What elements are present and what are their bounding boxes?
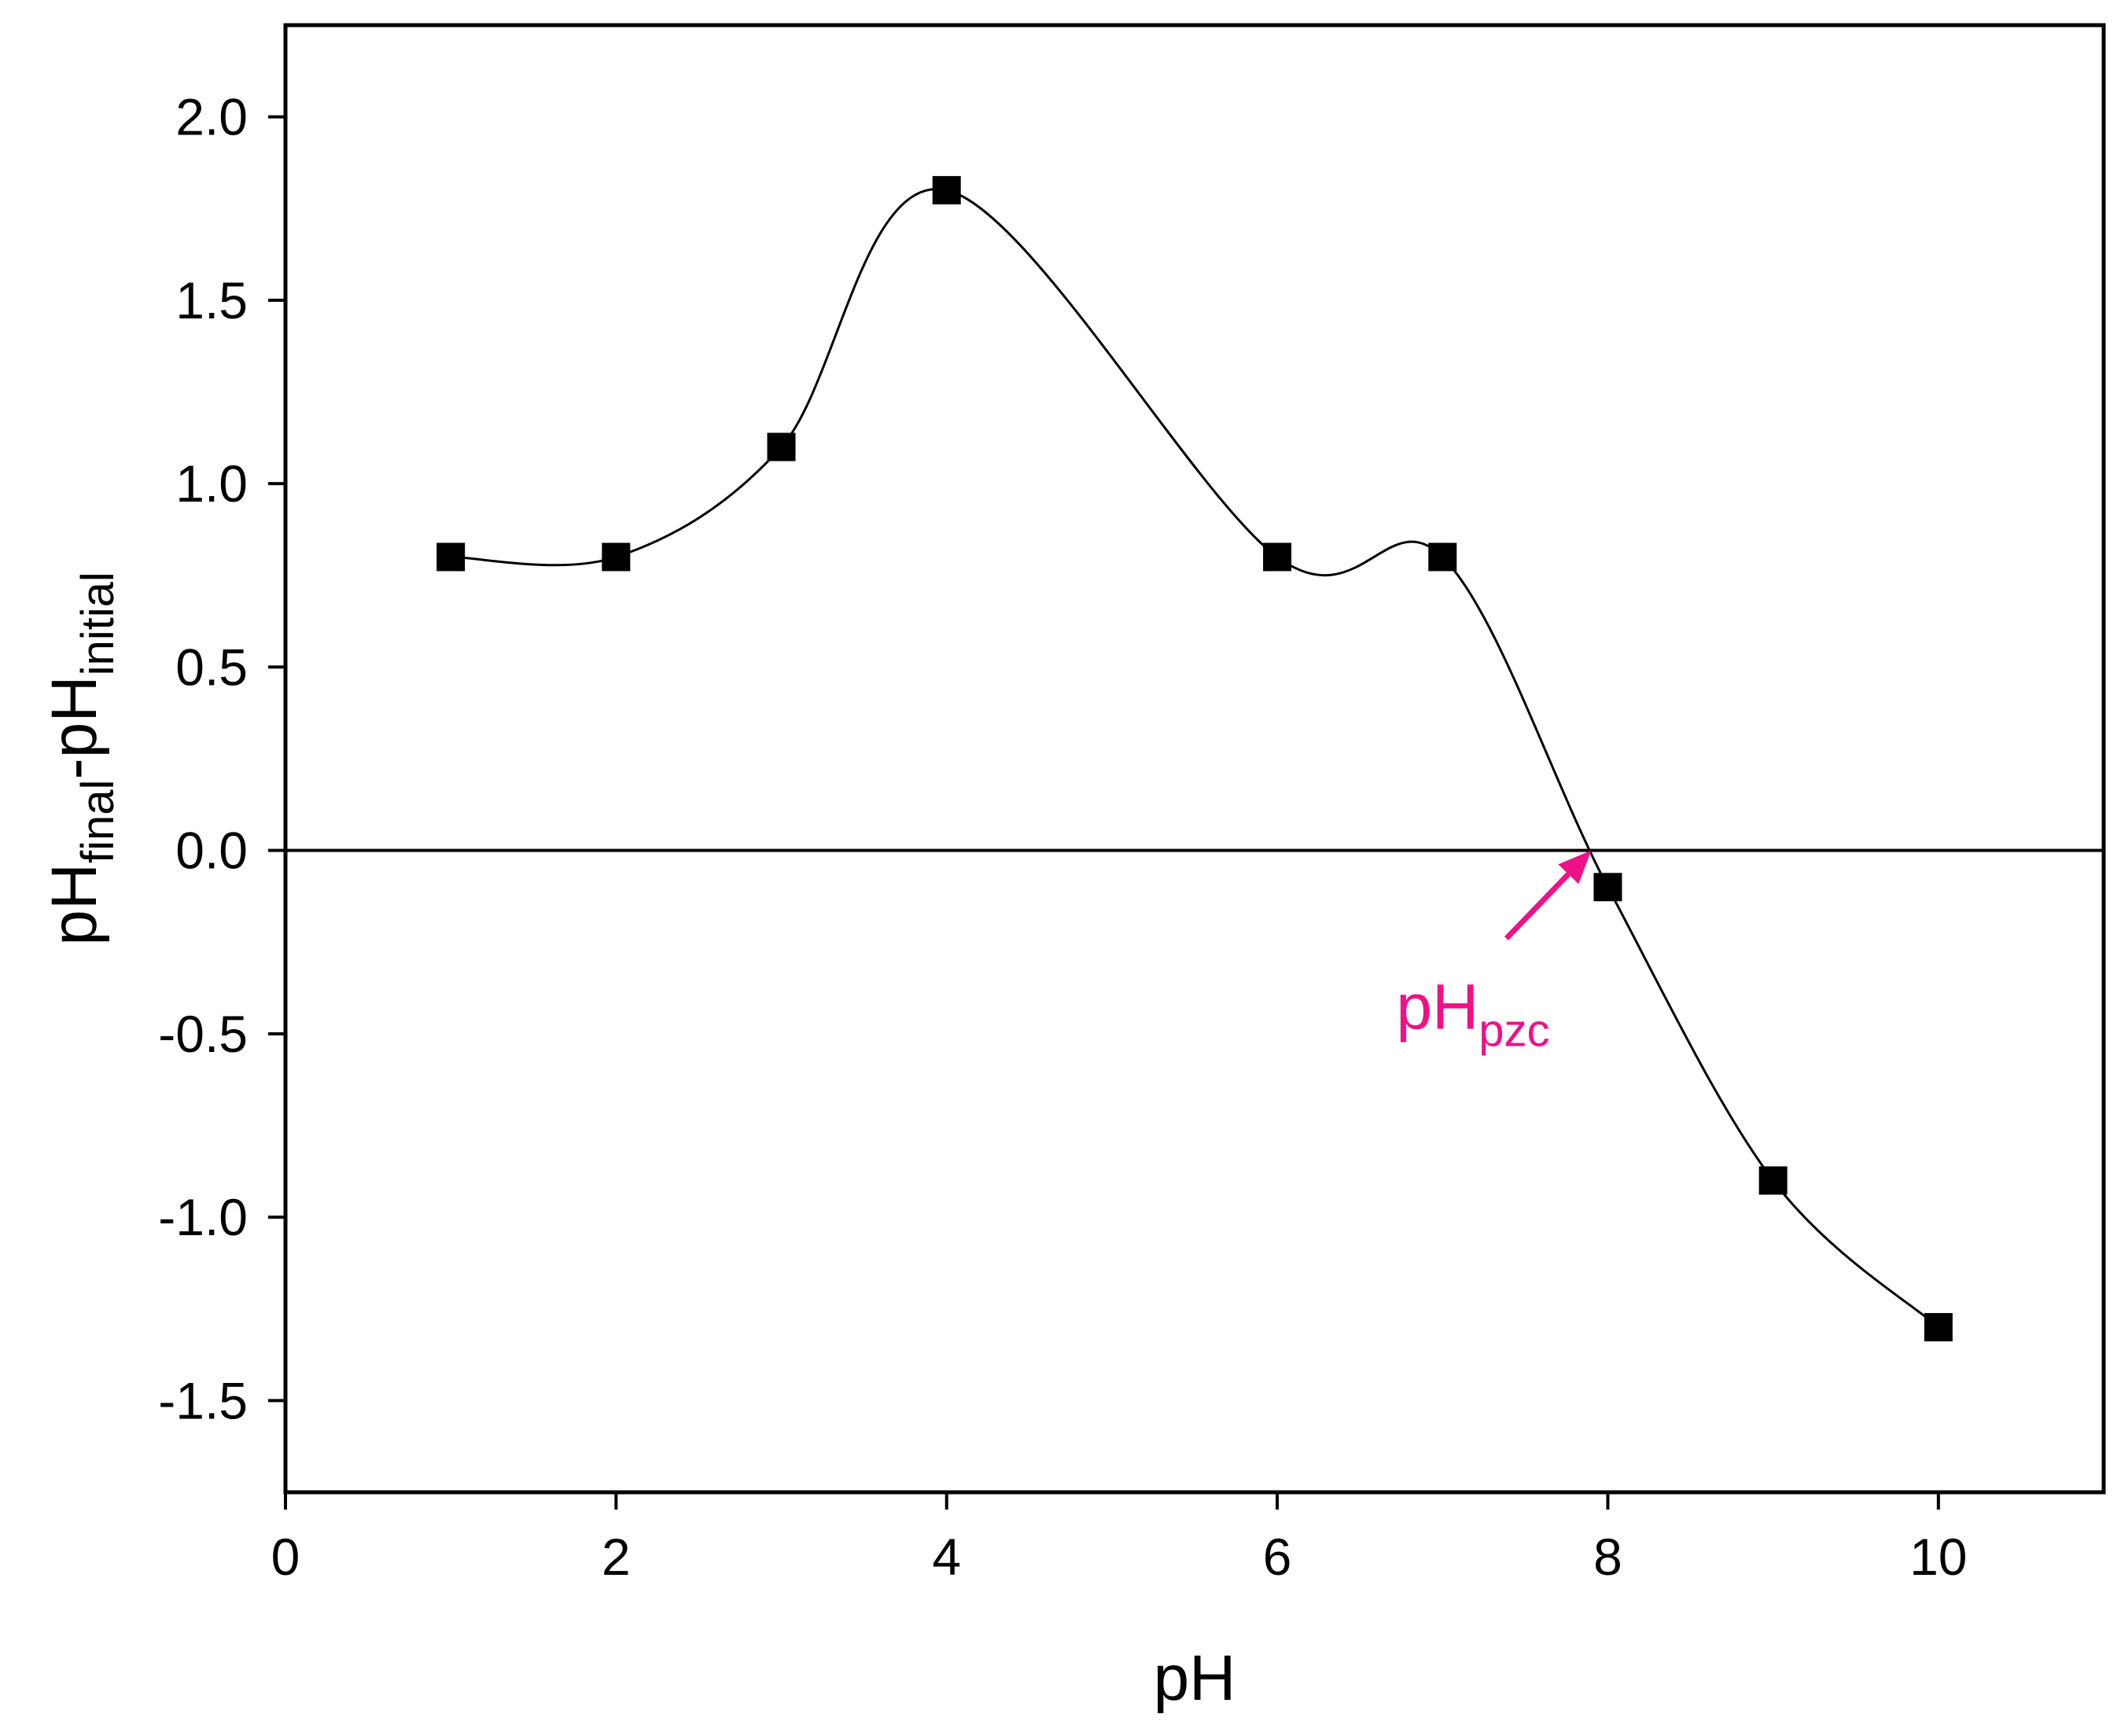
data-point [1428, 542, 1457, 572]
y-axis-title-sub1: final [72, 780, 123, 863]
series-line [451, 188, 1939, 1329]
y-tick-label: -1.5 [158, 1371, 248, 1429]
y-tick-label: -0.5 [158, 1005, 248, 1063]
y-tick-label: 2.0 [175, 88, 248, 146]
data-point [1758, 1166, 1788, 1195]
pzc-arrow-head [1558, 850, 1592, 885]
x-tick-label: 8 [1593, 1528, 1622, 1586]
y-tick-label: 1.0 [175, 454, 248, 513]
pzc-label: pHpzc [1396, 972, 1549, 1057]
data-point [1593, 873, 1622, 902]
pzc-label-base: pH [1396, 972, 1478, 1043]
y-tick-label: 1.5 [175, 271, 248, 329]
data-point [1263, 542, 1292, 572]
y-tick-label: -1.0 [158, 1188, 248, 1246]
y-axis-ticks: -1.5 -1.0 -0.5 0.0 0.5 1.0 1.5 2.0 [158, 88, 285, 1429]
x-tick-label: 10 [1909, 1528, 1967, 1586]
x-axis-title: pH [1154, 1642, 1236, 1714]
x-axis-ticks: 0 2 4 6 8 10 [271, 1492, 1968, 1586]
pzc-label-sub: pzc [1478, 1006, 1549, 1057]
plot-area [285, 175, 2104, 1342]
y-axis-title-sub2: initial [72, 572, 123, 675]
data-point [767, 432, 796, 462]
data-point [602, 542, 631, 572]
pzc-annotation: pHpzc [1396, 850, 1592, 1057]
y-tick-label: 0.5 [175, 638, 248, 696]
y-axis-title-base2: pH [39, 675, 110, 758]
y-tick-label: 0.0 [175, 822, 248, 880]
pzc-arrow-shaft [1504, 872, 1570, 941]
plot-frame [283, 23, 2106, 1495]
y-axis-title: pHfinal-pHinitial [39, 572, 123, 946]
data-point [1924, 1313, 1953, 1342]
x-tick-label: 4 [932, 1528, 961, 1586]
y-axis-title-base1: pH [39, 863, 110, 946]
x-tick-label: 2 [602, 1528, 631, 1586]
data-point [932, 175, 961, 204]
data-point [436, 542, 466, 572]
x-tick-label: 6 [1263, 1528, 1292, 1586]
x-tick-label: 0 [271, 1528, 300, 1586]
y-axis-title-sep: - [39, 758, 110, 779]
